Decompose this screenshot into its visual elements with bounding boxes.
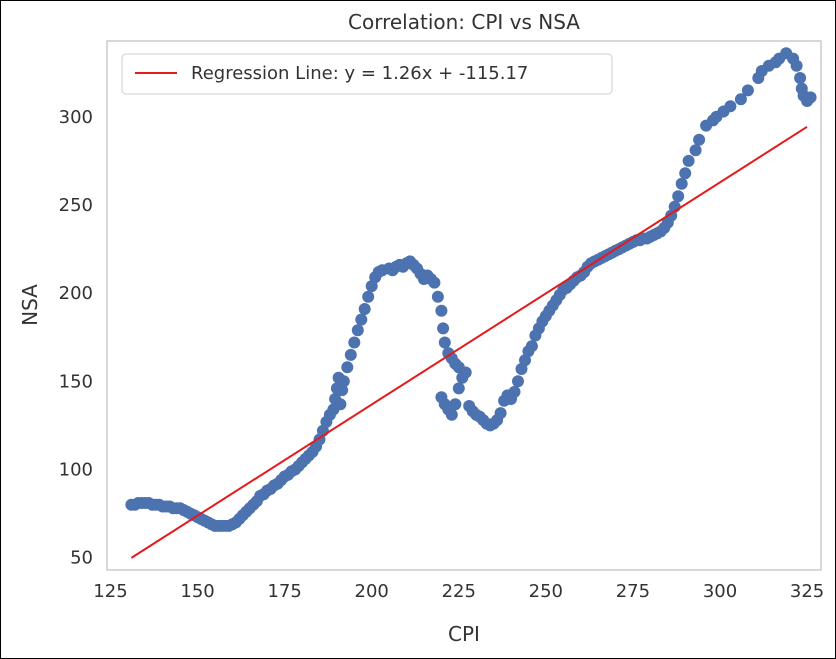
y-tick-label: 250 bbox=[59, 195, 93, 216]
data-point bbox=[689, 144, 702, 157]
data-point bbox=[675, 177, 688, 190]
data-point bbox=[494, 407, 507, 420]
legend-box bbox=[121, 53, 613, 95]
y-tick-labels: 50 100 150 200 250 300 bbox=[59, 107, 93, 569]
x-tick-label: 175 bbox=[267, 581, 301, 602]
data-point bbox=[804, 91, 817, 104]
data-point bbox=[449, 398, 462, 411]
x-tick-label: 125 bbox=[93, 581, 127, 602]
data-point bbox=[435, 304, 448, 317]
data-point bbox=[358, 303, 371, 315]
data-point bbox=[355, 313, 368, 326]
data-point bbox=[428, 276, 441, 289]
data-point bbox=[672, 190, 685, 203]
legend-label: Regression Line: y = 1.26x + -115.17 bbox=[191, 63, 528, 84]
data-point bbox=[679, 167, 692, 180]
data-point bbox=[525, 340, 538, 353]
data-point bbox=[437, 322, 450, 335]
x-tick-label: 275 bbox=[616, 581, 650, 602]
x-tick-label: 250 bbox=[529, 581, 563, 602]
data-point bbox=[512, 375, 524, 388]
x-tick-labels: 125 150 175 200 225 250 275 300 325 bbox=[93, 581, 824, 602]
data-point bbox=[734, 93, 747, 106]
x-tick-label: 150 bbox=[180, 581, 214, 602]
data-point bbox=[693, 133, 706, 146]
x-axis-label: CPI bbox=[448, 622, 480, 646]
y-tick-label: 200 bbox=[59, 283, 93, 304]
data-point bbox=[790, 59, 803, 72]
data-point bbox=[334, 398, 347, 411]
x-tick-label: 225 bbox=[442, 581, 476, 602]
data-point bbox=[348, 336, 361, 349]
data-point bbox=[337, 375, 350, 388]
x-tick-label: 200 bbox=[355, 581, 389, 602]
x-tick-label: 325 bbox=[790, 581, 824, 602]
legend: Regression Line: y = 1.26x + -115.17 bbox=[121, 53, 613, 95]
y-tick-label: 150 bbox=[59, 371, 93, 392]
data-point bbox=[362, 290, 375, 303]
x-tick-label: 300 bbox=[703, 581, 737, 602]
data-point bbox=[452, 382, 465, 395]
regression-line bbox=[130, 125, 808, 559]
data-point bbox=[508, 385, 521, 398]
y-tick-label: 50 bbox=[70, 548, 93, 569]
data-point bbox=[794, 72, 807, 84]
data-point bbox=[431, 290, 444, 303]
data-point bbox=[724, 100, 737, 113]
y-axis-label: NSA bbox=[18, 284, 42, 326]
data-point bbox=[459, 366, 472, 379]
data-point bbox=[351, 324, 364, 337]
data-point bbox=[682, 154, 695, 167]
data-point bbox=[344, 348, 357, 361]
data-point bbox=[741, 84, 754, 97]
data-point bbox=[341, 361, 354, 374]
data-point bbox=[438, 336, 451, 349]
y-tick-label: 100 bbox=[59, 459, 93, 480]
data-point bbox=[445, 408, 458, 421]
data-points bbox=[125, 47, 817, 532]
chart-title: Correlation: CPI vs NSA bbox=[348, 10, 580, 34]
y-tick-label: 300 bbox=[59, 107, 93, 128]
